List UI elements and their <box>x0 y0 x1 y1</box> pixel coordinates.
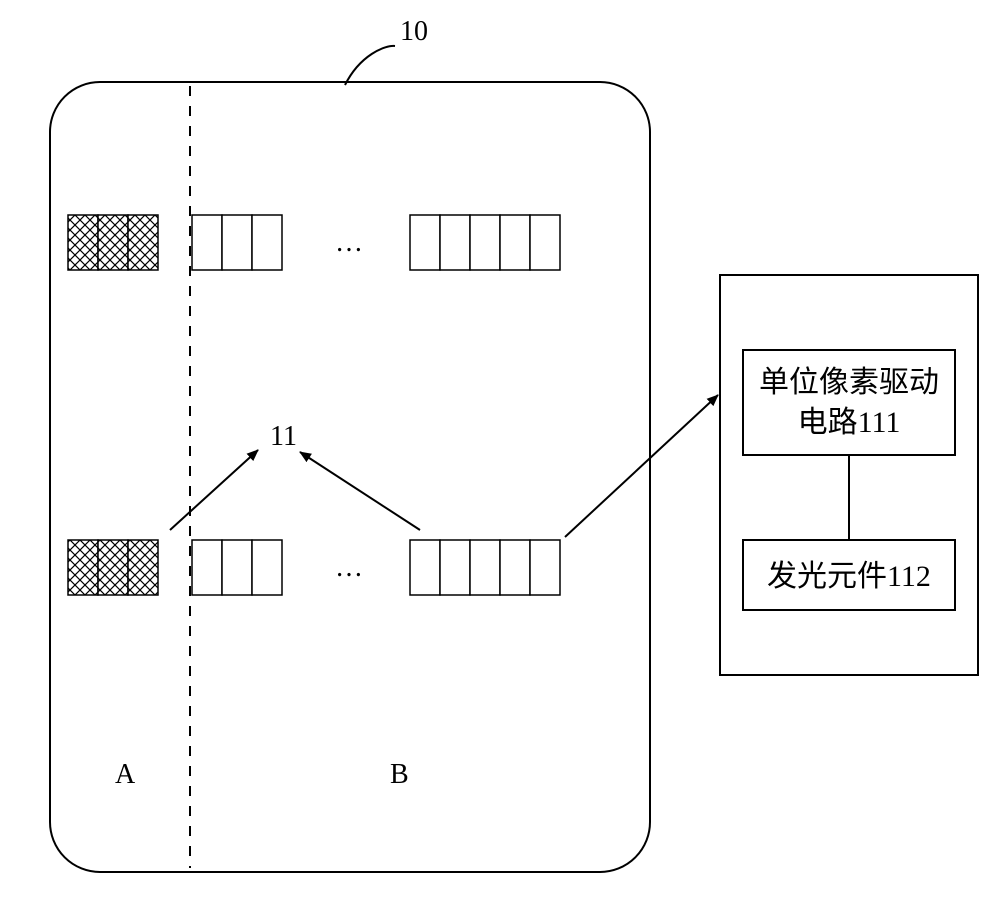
arrow-to-callout <box>565 395 718 537</box>
pixel-cell <box>530 540 560 595</box>
pixel-cell <box>252 215 282 270</box>
arrow-to-11-left <box>170 450 258 530</box>
pixel-cell <box>440 215 470 270</box>
callout-box-111-line2: 电路111 <box>798 406 901 439</box>
pixel-cell-hatched <box>68 540 98 595</box>
main-panel <box>50 82 650 872</box>
label-11: 11 <box>270 421 297 452</box>
region-label-b: B <box>390 759 409 790</box>
pixel-cell <box>222 215 252 270</box>
pixel-cell-hatched <box>68 215 98 270</box>
pixel-cell-hatched <box>128 215 158 270</box>
pixel-cell-hatched <box>98 215 128 270</box>
callout-10-leader <box>345 46 395 85</box>
pixel-cell <box>440 540 470 595</box>
pixel-cell <box>500 540 530 595</box>
pixel-cell <box>470 215 500 270</box>
pixel-cell <box>192 540 222 595</box>
pixel-cell-hatched <box>128 540 158 595</box>
pixel-cell <box>252 540 282 595</box>
pixel-cell <box>222 540 252 595</box>
callout-box-111-line1: 单位像素驱动 <box>759 366 939 399</box>
ellipsis: … <box>335 227 363 258</box>
pixel-cell <box>192 215 222 270</box>
pixel-cell-hatched <box>98 540 128 595</box>
pixel-cell <box>530 215 560 270</box>
label-10: 10 <box>400 16 428 47</box>
arrow-to-11-right <box>300 452 420 530</box>
region-label-a: A <box>115 759 136 790</box>
pixel-cell <box>410 215 440 270</box>
diagram-root: 10 … … 11 A B 单位像素驱动电路111 发光元件112 <box>0 0 1000 913</box>
pixel-cell <box>470 540 500 595</box>
pixel-cell <box>410 540 440 595</box>
pixel-cell <box>500 215 530 270</box>
callout-box-112-text: 发光元件112 <box>767 560 931 593</box>
ellipsis: … <box>335 552 363 583</box>
